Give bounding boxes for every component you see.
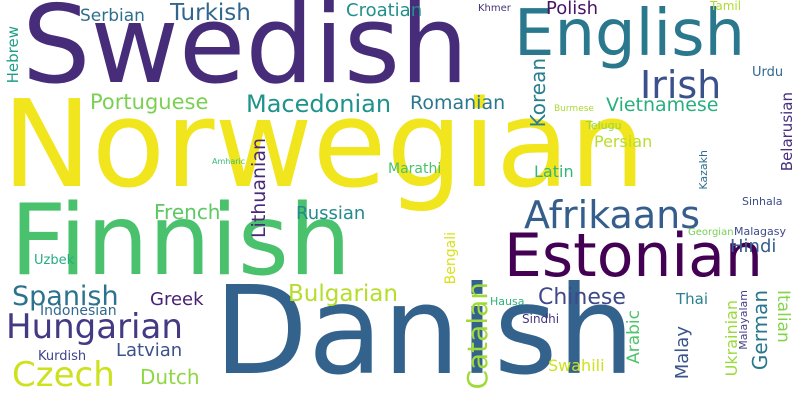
word-finnish: Finnish (10, 184, 352, 298)
word-marathi: Marathi (388, 161, 442, 177)
word-danish: Danish (214, 260, 635, 400)
word-norwegian: Norwegian (2, 76, 646, 215)
word-polish: Polish (546, 0, 599, 19)
word-georgian: Georgian (688, 227, 734, 238)
word-italian: Italian (773, 290, 793, 343)
word-amharic: Amharic (212, 157, 246, 166)
word-sindhi: Sindhi (522, 312, 560, 326)
word-russian: Russian (296, 203, 366, 224)
word-uzbek: Uzbek (34, 253, 75, 268)
word-vietnamese: Vietnamese (606, 94, 719, 116)
word-hausa: Hausa (490, 295, 525, 308)
word-spanish: Spanish (12, 281, 119, 312)
word-tamil: Tamil (710, 0, 742, 13)
word-croatian: Croatian (346, 0, 423, 21)
word-hebrew: Hebrew (4, 26, 22, 84)
word-bulgarian: Bulgarian (288, 281, 398, 307)
word-kazakh: Kazakh (697, 150, 710, 190)
word-khmer: Khmer (478, 3, 511, 14)
word-romanian: Romanian (410, 92, 506, 114)
word-irish: Irish (640, 63, 722, 107)
word-arabic: Arabic (624, 310, 644, 364)
word-swahili: Swahili (548, 356, 605, 375)
word-catalan: Catalan (461, 282, 494, 390)
word-thai: Thai (676, 290, 709, 308)
word-malagasy: Malagasy (734, 225, 786, 238)
word-urdu: Urdu (752, 65, 784, 80)
word-macedonian: Macedonian (246, 90, 392, 118)
word-indonesian: Indonesian (40, 303, 117, 319)
word-latvian: Latvian (116, 340, 183, 361)
word-english: English (514, 0, 746, 71)
word-dutch: Dutch (140, 365, 200, 389)
word-bengali: Bengali (443, 232, 459, 285)
word-french: French (154, 200, 221, 224)
word-sinhala: Sinhala (742, 195, 783, 208)
word-malay: Malay (672, 326, 693, 380)
word-kurdish: Kurdish (38, 349, 87, 364)
word-burmese: Burmese (554, 104, 594, 114)
word-swedish: Swedish (22, 0, 469, 108)
word-malayalam: Malayalam (737, 290, 750, 350)
word-german: German (748, 290, 772, 371)
word-lithuanian: Lithuanian (248, 138, 270, 239)
word-greek: Greek (150, 289, 204, 310)
word-turkish: Turkish (170, 0, 251, 26)
word-hindi: Hindi (730, 236, 777, 257)
word-hungarian: Hungarian (6, 307, 183, 347)
word-belarusian: Belarusian (778, 92, 796, 172)
word-telugu: Telugu (586, 119, 622, 132)
word-czech: Czech (12, 355, 115, 395)
word-afrikaans: Afrikaans (524, 193, 700, 237)
word-estonian: Estonian (504, 221, 763, 291)
word-korean: Korean (526, 58, 550, 128)
word-chinese: Chinese (538, 285, 626, 310)
word-persian: Persian (594, 132, 653, 151)
word-portuguese: Portuguese (90, 90, 209, 114)
word-serbian: Serbian (80, 6, 145, 26)
word-latin: Latin (534, 162, 574, 181)
